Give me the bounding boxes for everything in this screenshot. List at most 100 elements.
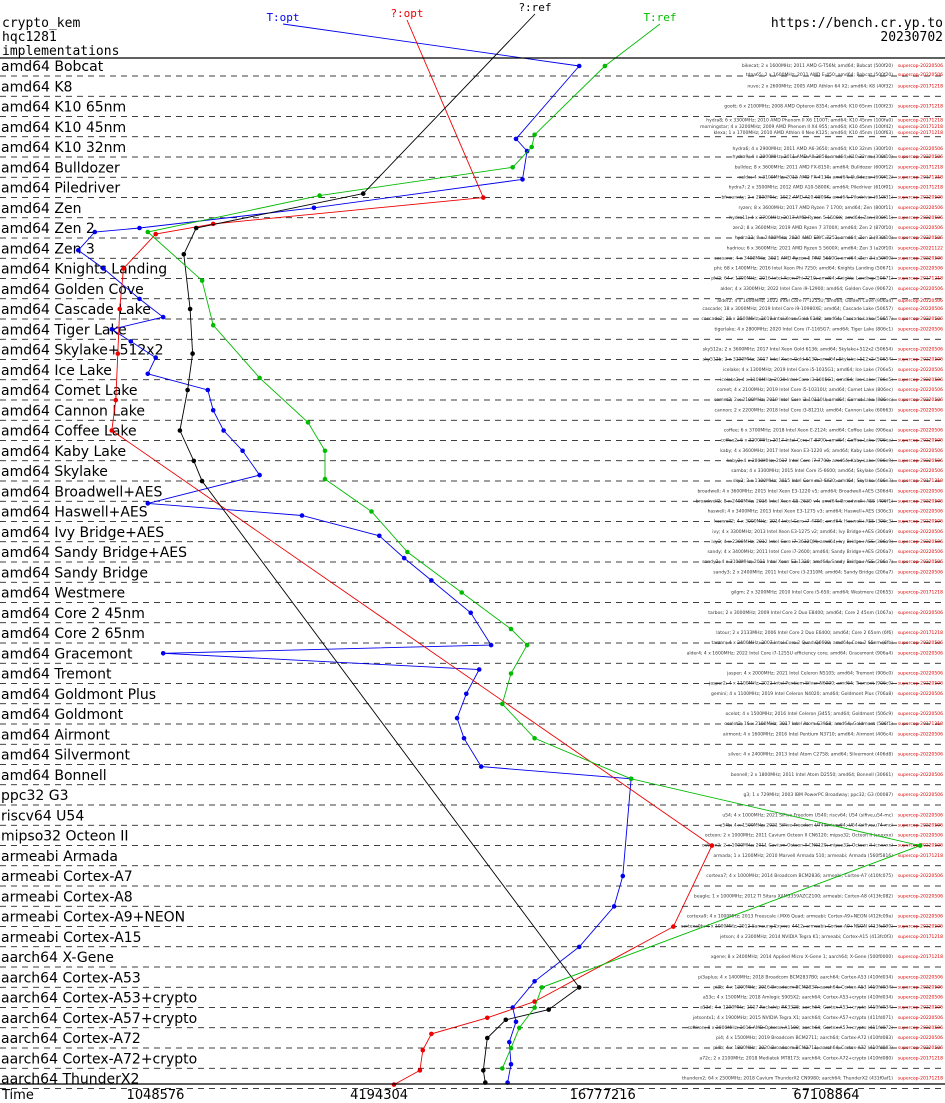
- x-tick-label: 16777216: [570, 1088, 636, 1103]
- series-point-opt: [121, 266, 126, 271]
- machine-note: haswell; 4 x 3400MHz; 2013 Intel Xeon E3…: [708, 509, 894, 515]
- series-point-t-ref: [459, 590, 465, 595]
- row-label-amd64-gracemont: amd64 Gracemont: [1, 646, 133, 662]
- series-point-t-ref: [210, 322, 216, 328]
- machine-note-date: supercop-20171218: [898, 276, 943, 282]
- machine-note-date: supercop-20171218: [898, 1055, 943, 1061]
- row-label-aarch64-x-gene: aarch64 X-Gene: [1, 950, 114, 966]
- machine-note: hydra8; 6 x 3300MHz; 2010 AMD Phenom II …: [706, 118, 893, 124]
- machine-note-date: supercop-20220506: [898, 711, 943, 717]
- series-leader-t-opt: [282, 23, 580, 67]
- chart-header: crypto_kem hqc1281 implementations https…: [2, 16, 943, 59]
- series-line-opt: [111, 197, 713, 1085]
- machine-note-date: supercop-20220506: [898, 924, 943, 930]
- series-point-t-opt: [137, 296, 142, 302]
- row-label-amd64-core-2-45nm: amd64 Core 2 45nm: [1, 606, 145, 622]
- series-point-t-opt: [210, 408, 216, 413]
- series-point-t-opt: [620, 873, 626, 879]
- series-point-t-ref: [317, 193, 322, 198]
- machine-note: morningstar; 4 x 3200MHz; 2009 AMD Pheno…: [700, 124, 893, 130]
- series-point-t-opt: [240, 448, 245, 454]
- row-label-amd64-goldmont-plus: amd64 Goldmont Plus: [1, 687, 156, 703]
- machine-note-date: supercop-20220506: [898, 1015, 943, 1021]
- machine-note: jetsontx1; 4 x 1900MHz; 2015 NVIDIA Tegr…: [692, 1015, 893, 1021]
- machine-note: jasper; 4 x 2000MHz; 2021 Intel Celeron …: [726, 671, 893, 677]
- series-point-t-opt: [576, 944, 582, 950]
- series-leader-t-ref: [604, 23, 661, 67]
- row-label-aarch64-thunderx2: aarch64 ThunderX2: [1, 1072, 139, 1088]
- series-point-t-ref: [257, 375, 262, 381]
- row-labels: amd64 Bobcat amd64 K8 amd64 K10 65nm amd64 …: [0, 59, 945, 1089]
- machine-note: jetson; 4 x 2300MHz; 2014 NVIDIA Tegra K…: [719, 934, 893, 940]
- series-point-t-ref: [508, 626, 514, 632]
- series-point-t-opt: [508, 1062, 514, 1067]
- row-label-riscv64-u54: riscv64 U54: [1, 808, 84, 824]
- machine-note: cascade2; 20 x 2500MHz; 2019 Intel Xeon …: [701, 316, 893, 322]
- machine-note: kaby; 4 x 3600MHz; 2017 Intel Xeon E3-12…: [720, 448, 893, 454]
- machine-note-date: supercop-20220506: [898, 893, 943, 899]
- machine-note-date: supercop-20220506: [898, 225, 943, 231]
- header-site[interactable]: https://bench.cr.yp.to: [771, 16, 943, 31]
- series-point-t-ref: [524, 642, 530, 648]
- row-label-armeabi-cortex-a7: armeabi Cortex-A7: [1, 869, 133, 885]
- series-lines: [76, 63, 923, 1087]
- series-point-ref: [199, 478, 205, 484]
- machine-note-date: supercop-20220506: [898, 569, 943, 575]
- machine-note: sky512b; 2 x 3200MHz; 2017 Intel Xeon Go…: [703, 357, 894, 363]
- machine-note: alder2; 4 x 1600MHz; 2022 Intel Core i7-…: [717, 298, 893, 304]
- series-point-opt: [417, 1068, 423, 1073]
- machine-note: hydra12; 8 x 2400MHz; 2020 AMD EPYC 7252…: [735, 235, 893, 241]
- series-point-t-ref: [539, 985, 545, 990]
- series-point-t-opt: [160, 651, 166, 656]
- machine-note: kaby2; 4 x 2800MHz; 2017 Intel Core i7-7…: [727, 458, 893, 464]
- machine-note-date: supercop-20220506: [898, 640, 943, 646]
- machine-note: sandy; 4 x 3400MHz; 2011 Intel Core i7-2…: [707, 549, 893, 555]
- x-axis: Time 1048576 4194304 16777216 67108864: [0, 57, 945, 1103]
- machine-note-date: supercop-20220506: [898, 255, 943, 261]
- machine-note: comet2; 2 x 2100MHz; 2019 Intel Core i3-…: [714, 397, 893, 403]
- series-point-t-opt: [76, 248, 81, 253]
- machine-note: beagle; 1 x 1000MHz; 2012 TI Sitara XAM3…: [694, 893, 893, 899]
- series-point-t-opt: [468, 610, 474, 616]
- machine-note: ocelot; 4 x 1500MHz; 2016 Intel Celeron …: [726, 711, 894, 717]
- machine-note-date: supercop-20220506: [898, 974, 943, 980]
- machine-note: samba; 4 x 3300MHz; 2015 Intel Core i5-6…: [731, 468, 893, 474]
- series-point-t-opt: [478, 764, 484, 769]
- machine-note: u54b; 4 x 1500MHz; 2021 SiFive Freedom U…: [719, 822, 893, 828]
- machine-note: ocelot2; 16 x 2100MHz; 2017 Intel Atom C…: [724, 721, 893, 727]
- machine-note-date: supercop-20220506: [898, 195, 943, 201]
- machine-note-date: supercop-20221122: [898, 245, 943, 251]
- series-point-t-opt: [524, 148, 530, 154]
- header-implementations: implementations: [2, 44, 119, 59]
- machine-note-date: supercop-20220506: [898, 146, 943, 152]
- series-label-ref: ?:ref: [518, 1, 551, 14]
- series-point-t-opt: [153, 355, 158, 360]
- row-label-amd64-kaby-lake: amd64 Kaby Lake: [1, 444, 126, 460]
- machine-note-date: supercop-20220506: [898, 367, 943, 373]
- row-label-aarch64-cortex-a72-crypto: aarch64 Cortex-A72+crypto: [1, 1051, 197, 1067]
- series-point-ref: [187, 306, 193, 312]
- row-label-amd64-broadwell-aes: amd64 Broadwell+AES: [1, 484, 162, 500]
- x-tick-label: 1048576: [127, 1088, 185, 1103]
- machine-note-date: supercop-20220506: [898, 458, 943, 464]
- series-point-t-ref: [322, 448, 328, 454]
- series-point-t-opt: [476, 667, 482, 672]
- machine-note: octeon; 2 x 1000MHz; 2011 Cavium Octeon …: [705, 833, 893, 839]
- machine-note: nuvo; 2 x 2600MHz; 2005 AMD Athlon 64 X2…: [747, 83, 893, 89]
- series-point-opt: [671, 924, 676, 929]
- series-point-t-ref: [305, 420, 311, 425]
- machine-note-date: supercop-20220506: [898, 529, 943, 535]
- series-point-t-ref: [510, 165, 515, 170]
- machine-note-date: supercop-20220506: [898, 407, 943, 413]
- machine-note: cascade; 18 x 3000MHz; 2019 Intel Core i…: [702, 306, 893, 312]
- machine-note-date: supercop-20171218: [898, 124, 943, 130]
- machine-note: cortexa9; 4 x 1000MHz; 2013 Freescale i.…: [687, 914, 894, 920]
- machine-note: alder4; 4 x 1600MHz; 2022 Intel Core i7-…: [687, 650, 894, 656]
- machine-note-date: supercop-20220506: [898, 1045, 943, 1051]
- row-label-amd64-skylake: amd64 Skylake: [1, 464, 108, 480]
- row-label-amd64-k10-65nm: amd64 K10 65nm: [1, 100, 126, 116]
- row-label-amd64-sandy-bridge: amd64 Sandy Bridge: [1, 565, 148, 581]
- row-label-amd64-silvermont: amd64 Silvermont: [1, 748, 131, 764]
- series-point-t-ref: [532, 132, 537, 138]
